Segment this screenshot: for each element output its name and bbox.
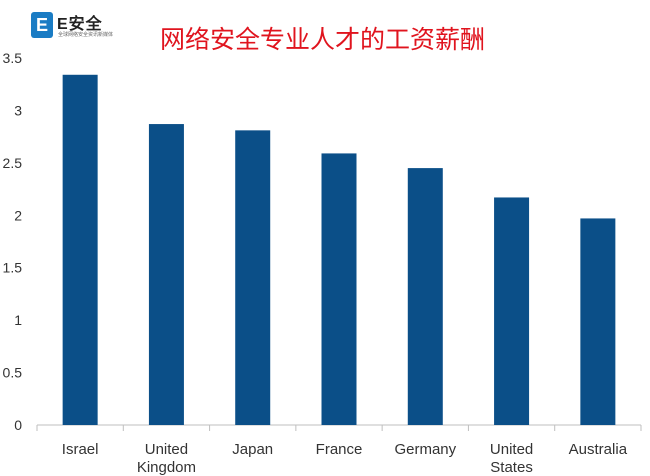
bars bbox=[62, 74, 616, 426]
x-tick-label: Japan bbox=[232, 441, 273, 458]
x-tick-label: Israel bbox=[62, 441, 99, 458]
bar bbox=[494, 197, 530, 425]
y-tick-label: 0 bbox=[14, 417, 22, 433]
y-tick-label: 0.5 bbox=[3, 365, 23, 381]
logo-icon: E bbox=[31, 12, 53, 38]
x-tick-label-line: Germany bbox=[394, 441, 456, 458]
x-tick-label-line: Kingdom bbox=[137, 459, 196, 476]
x-tick-label: United States bbox=[490, 441, 533, 476]
x-tick-label: Germany bbox=[394, 441, 456, 458]
x-tick-label-line: Israel bbox=[62, 441, 99, 458]
x-tick-label: France bbox=[316, 441, 363, 458]
y-tick-label: 3.5 bbox=[3, 50, 23, 66]
x-tick-label-line: Australia bbox=[569, 441, 628, 458]
y-tick-label: 1 bbox=[14, 312, 22, 328]
y-axis: 0 0.5 1 1.5 2 2.5 3 3.5 bbox=[3, 50, 23, 433]
bar bbox=[580, 218, 616, 425]
bar bbox=[321, 153, 357, 426]
x-tick-label-line: France bbox=[316, 441, 363, 458]
bar bbox=[148, 124, 184, 425]
logo-name: E安全 bbox=[57, 16, 103, 33]
y-tick-label: 2 bbox=[14, 207, 22, 223]
x-tick-label-line: United bbox=[145, 441, 188, 458]
x-tick-label: Australia bbox=[569, 441, 628, 458]
chart-title: 网络安全专业人才的工资薪酬 bbox=[160, 26, 486, 54]
bar bbox=[62, 74, 98, 425]
y-tick-label: 1.5 bbox=[3, 260, 23, 276]
x-tick-label-line: United bbox=[490, 441, 533, 458]
y-tick-label: 2.5 bbox=[3, 155, 23, 171]
bar bbox=[407, 168, 443, 425]
y-tick-label: 3 bbox=[14, 102, 22, 118]
x-tick-label-line: States bbox=[490, 459, 533, 476]
x-tick-label-line: Japan bbox=[232, 441, 273, 458]
bar bbox=[235, 130, 271, 425]
x-tick-label: United Kingdom bbox=[137, 441, 196, 476]
logo-tagline: 全球网络安全资讯新媒体 bbox=[58, 32, 114, 38]
